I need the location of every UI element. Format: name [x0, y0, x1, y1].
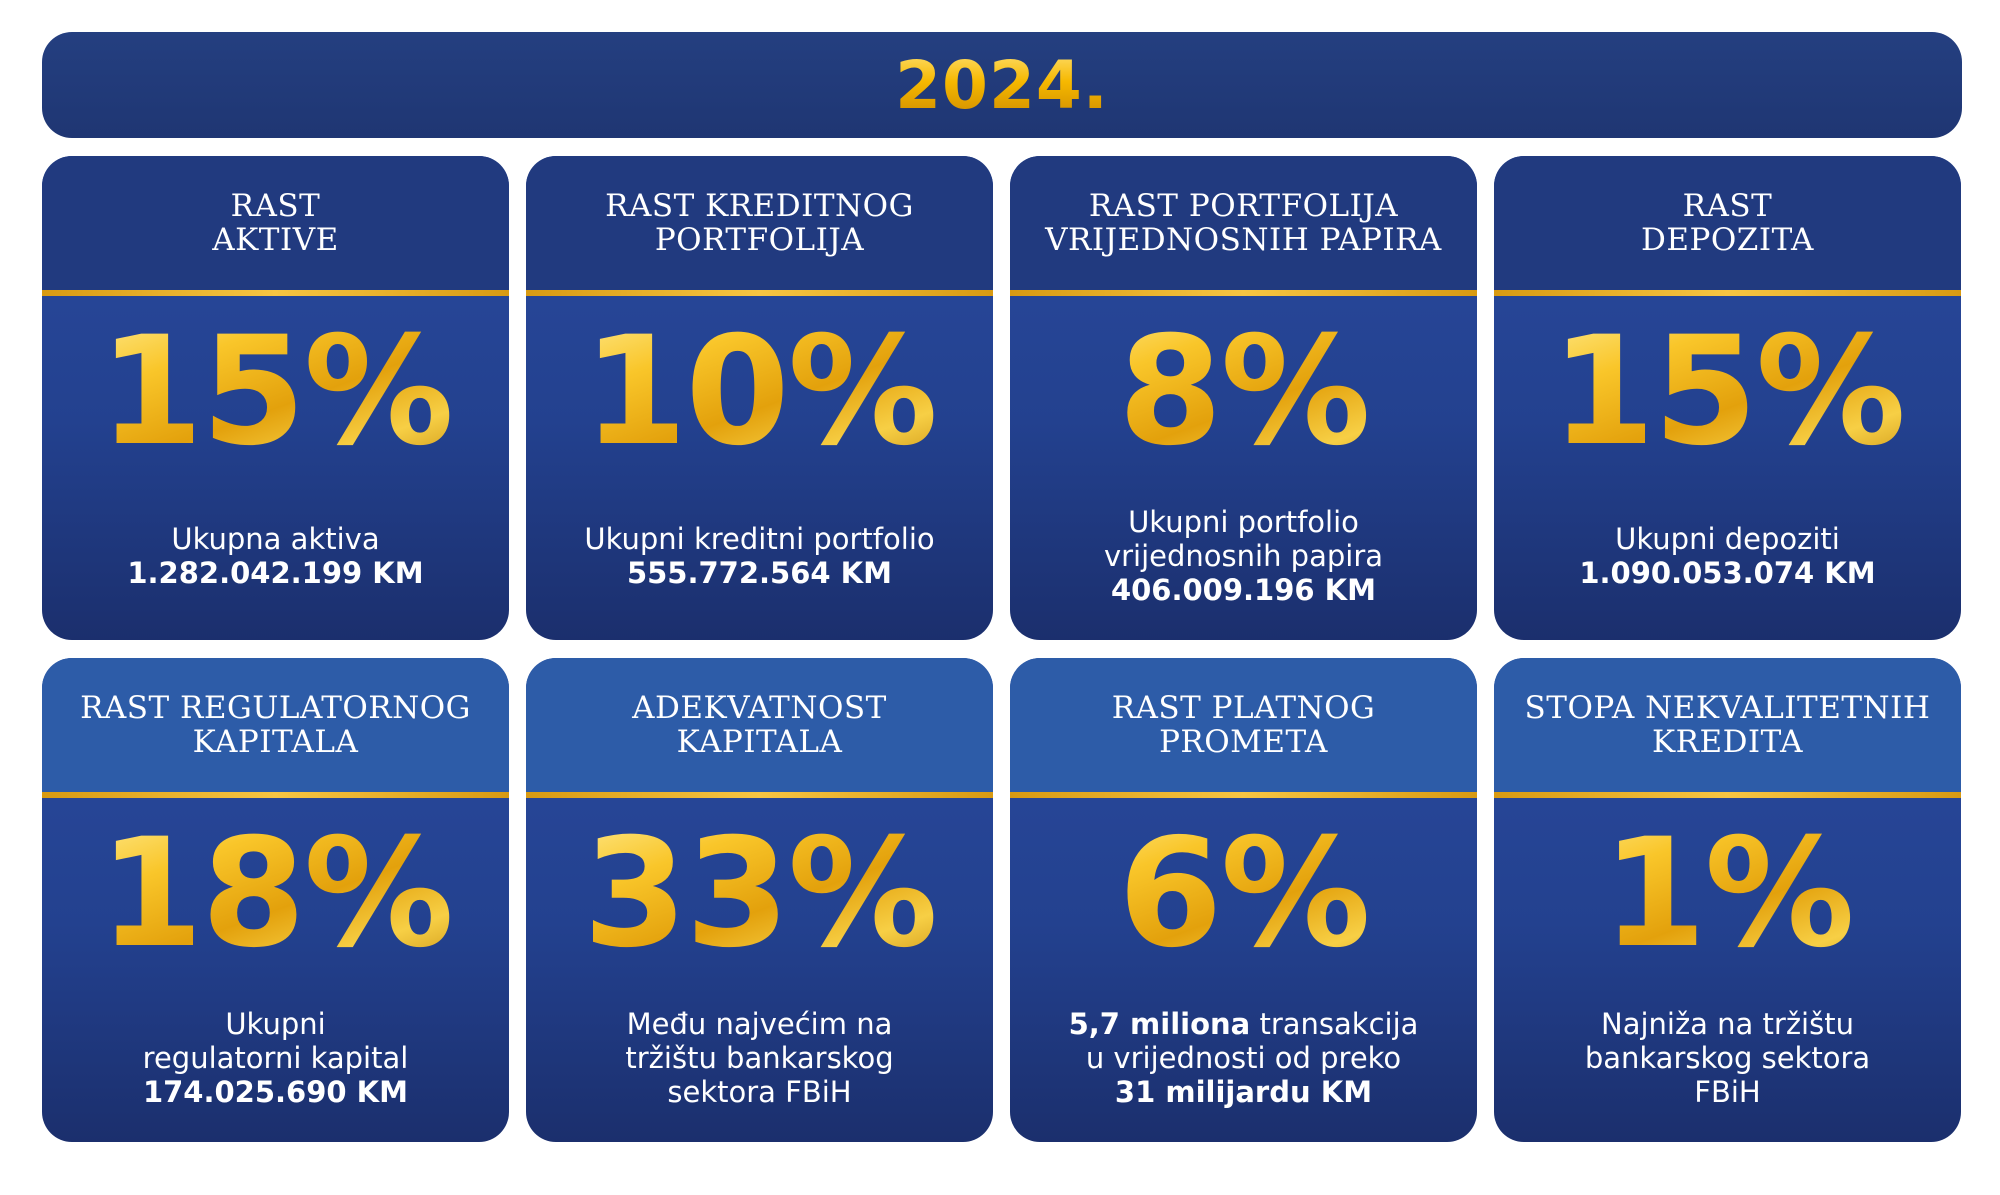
desc-lead-bold: 5,7 miliona	[1068, 1006, 1251, 1041]
stat-percent: 1%	[1494, 814, 1961, 974]
desc-line: Ukupna aktiva	[171, 521, 380, 556]
card-title: RAST PLATNOG PROMETA	[1111, 690, 1376, 760]
stat-percent: 15%	[42, 312, 509, 472]
desc-line: regulatorni kapital	[142, 1040, 409, 1075]
stat-description: Ukupna aktiva 1.282.042.199 KM	[42, 491, 509, 620]
stat-description: Ukupni portfolio vrijednosnih papira 406…	[1010, 491, 1477, 620]
card-header: ADEKVATNOST KAPITALA	[526, 658, 993, 792]
desc-line: sektora FBiH	[667, 1074, 852, 1109]
card-header: RAST REGULATORNOG KAPITALA	[42, 658, 509, 792]
desc-value: 1.282.042.199 KM	[127, 555, 424, 590]
gold-divider	[526, 792, 993, 798]
card-title: RAST AKTIVE	[212, 188, 339, 258]
desc-line: Ukupni kreditni portfolio	[584, 521, 935, 556]
stat-percent: 10%	[526, 312, 993, 472]
desc-value: 1.090.053.074 KM	[1579, 555, 1876, 590]
card-header: RAST PLATNOG PROMETA	[1010, 658, 1477, 792]
desc-line: Najniža na tržištu	[1601, 1006, 1854, 1041]
stat-card-loan-portfolio-growth: RAST KREDITNOG PORTFOLIJA 10% Ukupni kre…	[526, 156, 993, 640]
desc-value: 31 milijardu KM	[1114, 1074, 1373, 1109]
stat-description: Ukupni kreditni portfolio 555.772.564 KM	[526, 491, 993, 620]
stat-card-regulatory-capital-growth: RAST REGULATORNOG KAPITALA 18% Ukupni re…	[42, 658, 509, 1142]
stat-card-securities-portfolio-growth: RAST PORTFOLIJA VRIJEDNOSNIH PAPIRA 8% U…	[1010, 156, 1477, 640]
card-title: STOPA NEKVALITETNIH KREDITA	[1524, 690, 1931, 760]
desc-lead-rest: transakcija	[1250, 1006, 1419, 1041]
stat-card-payment-traffic-growth: RAST PLATNOG PROMETA 6% 5,7 miliona tran…	[1010, 658, 1477, 1142]
stat-card-deposit-growth: RAST DEPOZITA 15% Ukupni depoziti 1.090.…	[1494, 156, 1961, 640]
card-header: RAST KREDITNOG PORTFOLIJA	[526, 156, 993, 290]
stat-card-npl-rate: STOPA NEKVALITETNIH KREDITA 1% Najniža n…	[1494, 658, 1961, 1142]
card-header: STOPA NEKVALITETNIH KREDITA	[1494, 658, 1961, 792]
gold-divider	[1494, 290, 1961, 296]
desc-line: 5,7 miliona transakcija	[1069, 1007, 1419, 1041]
desc-line: Ukupni portfolio	[1128, 504, 1359, 539]
stat-description: Ukupni regulatorni kapital 174.025.690 K…	[42, 993, 509, 1122]
desc-value: 555.772.564 KM	[626, 555, 893, 590]
card-header: RAST DEPOZITA	[1494, 156, 1961, 290]
stat-card-capital-adequacy: ADEKVATNOST KAPITALA 33% Među najvećim n…	[526, 658, 993, 1142]
card-title: ADEKVATNOST KAPITALA	[632, 690, 887, 760]
card-title: RAST DEPOZITA	[1641, 188, 1814, 258]
stat-description: Među najvećim na tržištu bankarskog sekt…	[526, 993, 993, 1122]
stat-description: 5,7 miliona transakcija u vrijednosti od…	[1010, 993, 1477, 1122]
stat-card-asset-growth: RAST AKTIVE 15% Ukupna aktiva 1.282.042.…	[42, 156, 509, 640]
gold-divider	[526, 290, 993, 296]
desc-line: u vrijednosti od preko	[1085, 1040, 1402, 1075]
gold-divider	[1010, 792, 1477, 798]
stat-description: Ukupni depoziti 1.090.053.074 KM	[1494, 491, 1961, 620]
card-title: RAST REGULATORNOG KAPITALA	[80, 690, 471, 760]
desc-line: Među najvećim na	[626, 1006, 893, 1041]
stat-percent: 6%	[1010, 814, 1477, 974]
stat-description: Najniža na tržištu bankarskog sektora FB…	[1494, 993, 1961, 1122]
stat-percent: 8%	[1010, 312, 1477, 472]
card-title: RAST PORTFOLIJA VRIJEDNOSNIH PAPIRA	[1045, 188, 1442, 258]
desc-value: 406.009.196 KM	[1110, 572, 1377, 607]
card-title: RAST KREDITNOG PORTFOLIJA	[605, 188, 914, 258]
desc-line: tržištu bankarskog	[625, 1040, 894, 1075]
stat-percent: 18%	[42, 814, 509, 974]
desc-line: Ukupni depoziti	[1615, 521, 1840, 556]
gold-divider	[42, 290, 509, 296]
year-title: 2024.	[895, 46, 1109, 124]
card-header: RAST AKTIVE	[42, 156, 509, 290]
desc-line: FBiH	[1694, 1074, 1761, 1109]
gold-divider	[1494, 792, 1961, 798]
desc-line: vrijednosnih papira	[1103, 538, 1384, 573]
stat-percent: 15%	[1494, 312, 1961, 472]
gold-divider	[1010, 290, 1477, 296]
desc-line: bankarskog sektora	[1584, 1040, 1871, 1075]
desc-value: 174.025.690 KM	[142, 1074, 409, 1109]
gold-divider	[42, 792, 509, 798]
year-banner: 2024.	[42, 32, 1962, 138]
stat-percent: 33%	[526, 814, 993, 974]
stats-grid: RAST AKTIVE 15% Ukupna aktiva 1.282.042.…	[42, 156, 1962, 1142]
card-header: RAST PORTFOLIJA VRIJEDNOSNIH PAPIRA	[1010, 156, 1477, 290]
desc-line: Ukupni	[225, 1006, 326, 1041]
